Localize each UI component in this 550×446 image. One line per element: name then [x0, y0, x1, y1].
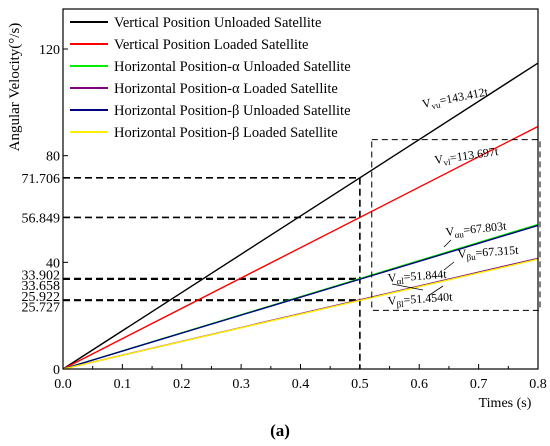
annotation-leader	[443, 261, 455, 271]
annotation-leader	[391, 283, 424, 291]
highlight-box	[371, 139, 541, 311]
y-tick-label: 80	[46, 150, 60, 165]
x-tick-label: 0.3	[232, 377, 250, 392]
legend-label: Vertical Position Unloaded Satellite	[114, 15, 321, 31]
legend-label: Horizontal Position-β Unloaded Satellite	[114, 103, 351, 119]
x-tick-label: 0.4	[292, 377, 310, 392]
equation-label: Vvl=113.697t	[433, 144, 500, 169]
equation-label: Vαu=67.803t	[445, 219, 508, 241]
y-tick-label: 33.902	[22, 269, 61, 284]
x-tick-label: 0.2	[173, 377, 191, 392]
axes: 0.0 0.1 0.2 0.3 0.4 0.5 0.6 0.7 0.8 0 25.72725.922…	[22, 43, 547, 392]
y-tick-label: 40	[46, 256, 60, 271]
x-tick-label: 0.1	[114, 377, 132, 392]
y-tick-label: 120	[39, 43, 60, 58]
series-line	[62, 125, 539, 370]
equation-label: Vvu=143.412t	[421, 84, 490, 113]
series-line	[62, 62, 539, 370]
x-tick-label: 0.5	[351, 377, 369, 392]
equation-label: Vαl=51.844t	[387, 267, 448, 287]
series-line	[62, 224, 539, 370]
legend: Vertical Position Unloaded Satellite Vert…	[70, 15, 351, 141]
x-tick-label: 0.8	[529, 377, 547, 392]
y-tick-label: 25.922	[22, 290, 61, 305]
x-tick-label: 0.7	[470, 377, 488, 392]
y-axis-label: Angular Velocity(°/s)	[7, 23, 23, 152]
equation-labels: Vvu=143.412t Vvl=113.697t Vαu=67.803t Vαl=5…	[387, 84, 519, 310]
y-tick-label: 56.849	[22, 211, 61, 226]
annotation-leader	[443, 239, 452, 248]
series-lines	[62, 62, 539, 370]
legend-label: Horizontal Position-α Unloaded Satellite	[114, 59, 351, 75]
y-tick-label: 71.706	[22, 172, 61, 187]
legend-label: Horizontal Position-α Loaded Satellite	[114, 81, 338, 97]
legend-label: Horizontal Position-β Loaded Satellite	[114, 125, 338, 141]
y-tick-label: 0	[53, 363, 60, 378]
x-tick-label: 0.0	[54, 377, 72, 392]
annotation-leader	[427, 285, 444, 297]
x-axis-label: Times (s)	[479, 396, 532, 411]
figure-caption: (a)	[270, 421, 290, 440]
y-tick-label: 33.658	[22, 279, 61, 294]
zoom-region-box	[371, 139, 541, 311]
reference-lines	[63, 176, 361, 369]
equation-label: Vβl=51.4540t	[387, 289, 453, 310]
x-tick-label: 0.6	[411, 377, 429, 392]
y-tick-label: 25.727	[22, 300, 61, 315]
equation-label: Vβu=67.315t	[457, 243, 519, 263]
series-line	[62, 258, 539, 370]
legend-label: Vertical Position Loaded Satellite	[114, 37, 309, 53]
